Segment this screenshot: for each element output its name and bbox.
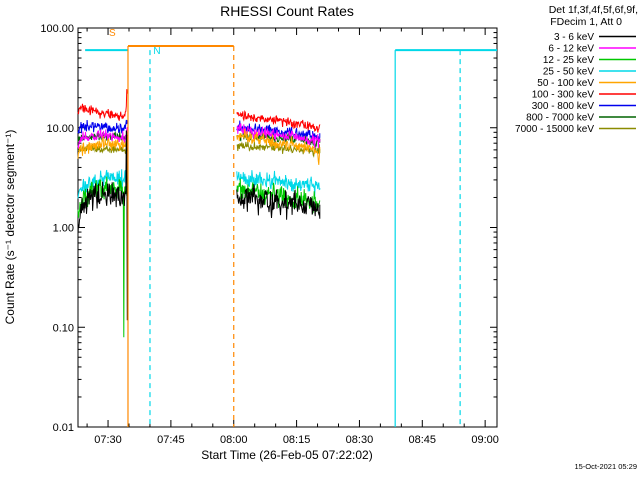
y-tick-label: 0.10 (53, 322, 74, 334)
x-tick-label: 09:00 (471, 434, 499, 446)
y-axis-label: Count Rate (s⁻¹ detector segment⁻¹) (3, 130, 17, 325)
legend-label: 7000 - 15000 keV (515, 124, 594, 135)
y-tick-label: 1.00 (53, 223, 74, 235)
annotations-group: SN (85, 28, 497, 427)
legend-label: 3 - 6 keV (554, 32, 594, 43)
flag-label: N (153, 46, 160, 57)
series-line-3-6keV (77, 130, 321, 321)
x-tick-label: 08:15 (283, 434, 311, 446)
axes-group: 07:30 07:45 08:00 08:15 08:30 08:45 09:00 100.0… (40, 23, 499, 446)
series-line-6-12keV (77, 123, 321, 149)
legend-label: 12 - 25 keV (543, 55, 594, 66)
legend-label: 800 - 7000 keV (526, 113, 594, 124)
chart-title: RHESSI Count Rates (220, 3, 354, 19)
x-tick-label: 08:45 (409, 434, 437, 446)
series-group (77, 89, 321, 338)
series-line-25-50keV (77, 169, 321, 199)
y-tick-label: 100.00 (40, 23, 74, 35)
y-tick-label: 0.01 (53, 422, 74, 434)
plot-frame (77, 27, 498, 428)
series-line-50-100keV (77, 128, 321, 165)
x-axis-label: Start Time (26-Feb-05 07:22:02) (201, 448, 372, 462)
x-tick-label: 07:45 (157, 434, 185, 446)
legend-label: 25 - 50 keV (543, 67, 594, 78)
series-line-100-300keV (77, 89, 321, 133)
y-tick-label: 10.00 (46, 123, 74, 135)
flag-label: S (109, 28, 116, 39)
legend-label: 50 - 100 keV (537, 78, 594, 89)
plot-timestamp: 15-Oct-2021 05:29 (574, 462, 637, 471)
x-tick-label: 07:30 (94, 434, 122, 446)
legend-label: 100 - 300 keV (532, 90, 595, 101)
legend-label: 6 - 12 keV (548, 44, 594, 55)
legend-header-decimation: FDecim 1, Att 0 (550, 16, 622, 28)
x-tick-label: 08:00 (220, 434, 248, 446)
legend-label: 300 - 800 keV (532, 101, 595, 112)
legend-header-detectors: Det 1f,3f,4f,5f,6f,9f, (549, 4, 638, 16)
x-tick-label: 08:30 (346, 434, 374, 446)
